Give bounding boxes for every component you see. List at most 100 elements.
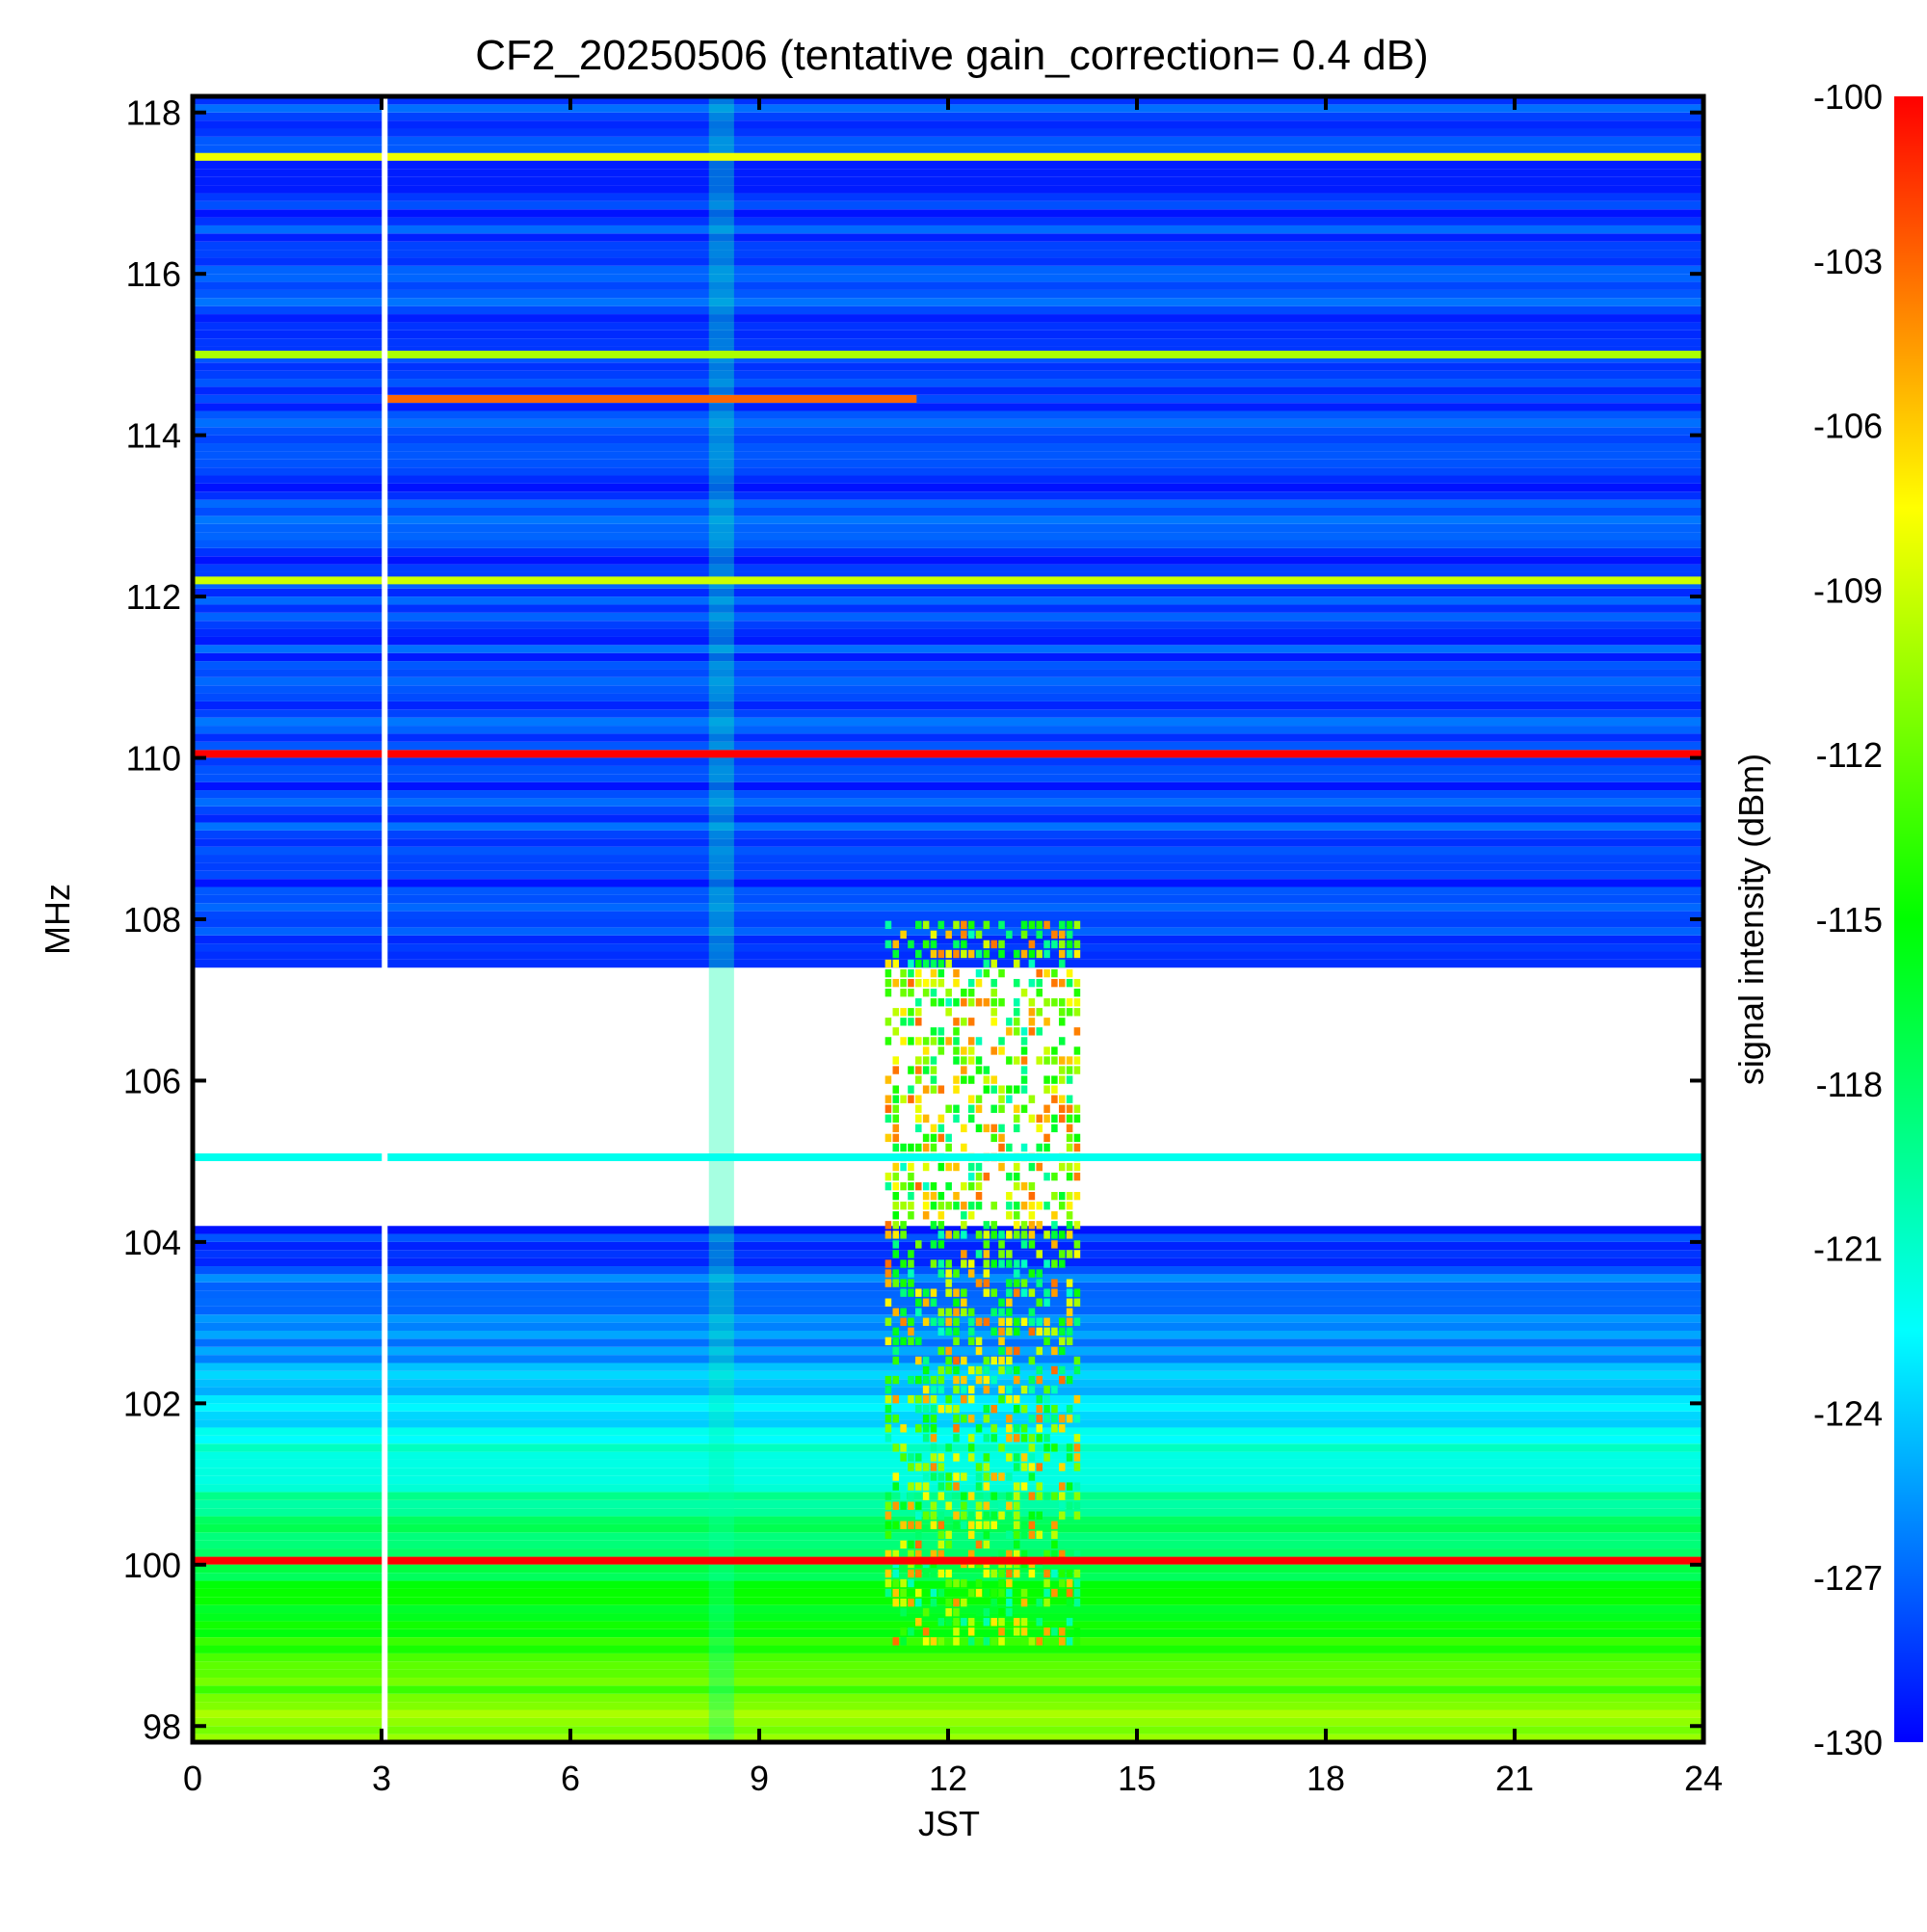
activity-cell: [1066, 1482, 1073, 1491]
activity-cell: [975, 1066, 983, 1074]
activity-cell: [1006, 1211, 1013, 1220]
activity-cell: [1066, 1337, 1073, 1346]
background-band: [193, 862, 1703, 871]
activity-cell: [908, 1279, 914, 1287]
activity-cell: [967, 1327, 975, 1337]
background-band: [193, 1669, 1703, 1679]
activity-cell: [961, 1231, 967, 1239]
background-band: [193, 1047, 1703, 1057]
colorbar: [1894, 96, 1923, 1742]
activity-cell: [930, 1075, 937, 1084]
axes: 0 3 6 9 12 15 18 21 24 98 100 102 104 106 108 110 112 114…: [123, 93, 1723, 1798]
activity-cell: [990, 1521, 997, 1529]
activity-cell: [1043, 1317, 1050, 1326]
activity-cell: [967, 1530, 975, 1540]
activity-cell: [1073, 1066, 1081, 1074]
activity-cell: [983, 1463, 990, 1471]
background-band: [193, 717, 1703, 727]
activity-cell: [975, 1608, 983, 1617]
activity-cell: [900, 1143, 907, 1152]
background-band: [193, 645, 1703, 653]
activity-cell: [967, 1434, 975, 1442]
activity-cell: [983, 1569, 990, 1578]
activity-cell: [1013, 1569, 1020, 1578]
activity-cell: [1013, 1279, 1020, 1287]
activity-cell: [930, 1521, 937, 1529]
data-gap-line: [382, 96, 388, 1742]
y-tick-label: 102: [123, 1384, 181, 1423]
activity-cell: [975, 1365, 983, 1375]
activity-cell: [1066, 1202, 1073, 1210]
activity-cell: [1013, 1211, 1020, 1220]
activity-cell: [908, 1501, 914, 1510]
activity-cell: [945, 1569, 952, 1578]
activity-cell: [1051, 1415, 1058, 1423]
activity-cell: [990, 1598, 997, 1607]
activity-cell: [1051, 1540, 1058, 1549]
activity-cell: [884, 1037, 892, 1045]
activity-cell: [983, 1231, 990, 1239]
background-band: [193, 1128, 1703, 1138]
activity-cell: [961, 1056, 967, 1065]
activity-cell: [1051, 1279, 1058, 1287]
activity-cell: [967, 1549, 975, 1559]
activity-cell: [930, 1463, 937, 1471]
activity-cell: [953, 1598, 960, 1607]
activity-cell: [1028, 1221, 1036, 1230]
activity-cell: [998, 1588, 1005, 1598]
activity-cell: [1006, 1394, 1013, 1404]
background-band: [193, 765, 1703, 775]
activity-cell: [915, 1405, 922, 1414]
activity-cell: [990, 1375, 997, 1385]
activity-cell: [1073, 1628, 1081, 1636]
background-band: [193, 556, 1703, 565]
activity-cell: [961, 1308, 967, 1316]
x-tick-label: 18: [1307, 1759, 1345, 1798]
activity-cell: [983, 968, 990, 978]
y-tick-label: 106: [123, 1061, 181, 1100]
activity-cell: [892, 1095, 900, 1103]
activity-cell: [915, 1540, 922, 1549]
activity-cell: [908, 1172, 914, 1181]
colorbar-tick-label: -115: [1816, 900, 1883, 940]
background-band: [193, 516, 1703, 524]
activity-cell: [953, 968, 960, 978]
background-band: [193, 265, 1703, 275]
signal-line: [193, 1152, 1703, 1161]
activity-cell: [983, 1066, 990, 1074]
activity-cell: [1066, 1008, 1073, 1017]
signal-line: [384, 394, 917, 403]
activity-cell: [990, 1018, 997, 1026]
activity-cell: [1066, 1578, 1073, 1588]
activity-cell: [1006, 1259, 1013, 1268]
background-band: [193, 661, 1703, 670]
activity-cell: [998, 1385, 1005, 1394]
activity-cell: [915, 1037, 922, 1045]
activity-cell: [900, 1317, 907, 1326]
background-band: [193, 120, 1703, 129]
activity-cell: [892, 1172, 900, 1181]
activity-cell: [1043, 1337, 1050, 1346]
activity-cell: [1058, 1628, 1066, 1636]
activity-cell: [1066, 1133, 1073, 1143]
activity-cell: [998, 1085, 1005, 1094]
activity-cell: [922, 1114, 930, 1123]
activity-cell: [975, 1482, 983, 1491]
activity-cell: [1073, 1637, 1081, 1646]
activity-cell: [967, 1056, 975, 1065]
activity-cell: [983, 1608, 990, 1617]
activity-cell: [1051, 978, 1058, 988]
activity-cell: [967, 1492, 975, 1500]
activity-cell: [1028, 1375, 1036, 1385]
activity-cell: [953, 1356, 960, 1365]
activity-cell: [998, 1095, 1005, 1103]
activity-cell: [900, 1259, 907, 1268]
activity-cell: [915, 1375, 922, 1385]
activity-cell: [975, 1346, 983, 1356]
activity-cell: [908, 1181, 914, 1191]
activity-cell: [1066, 968, 1073, 978]
activity-cell: [900, 989, 907, 997]
activity-cell: [892, 1337, 900, 1346]
activity-cell: [998, 1250, 1005, 1258]
